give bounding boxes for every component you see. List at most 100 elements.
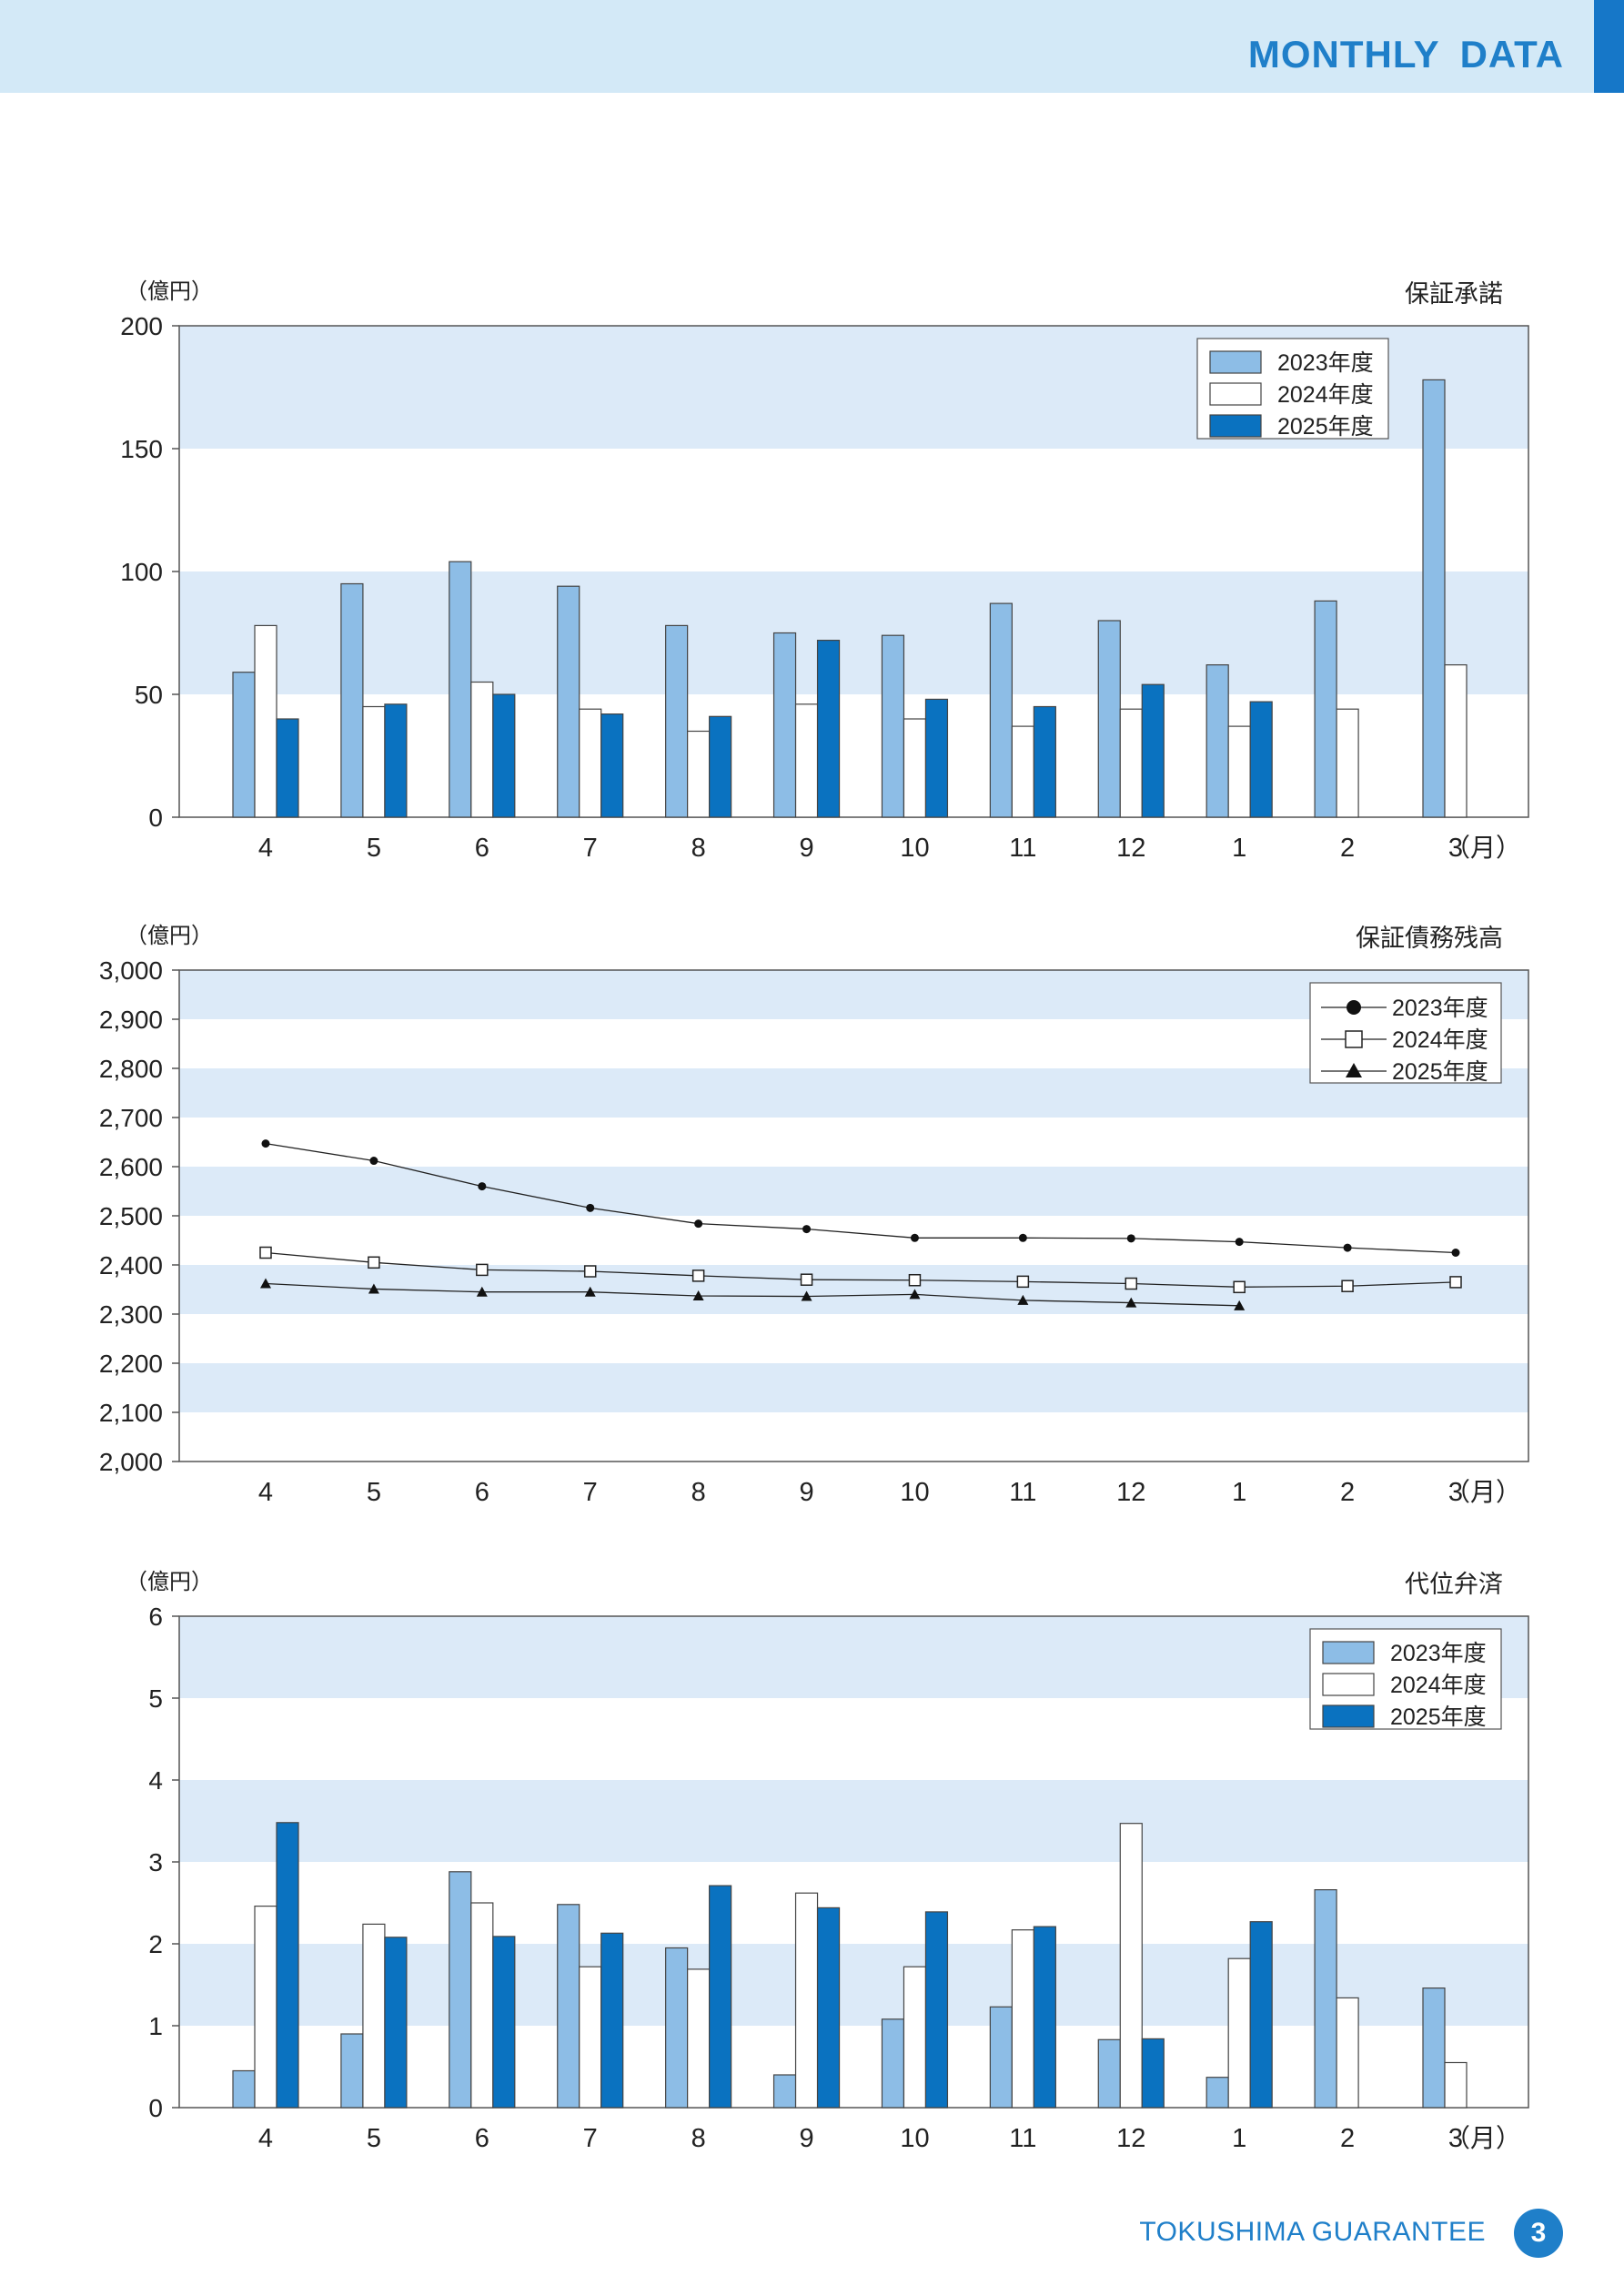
point-marker — [1125, 1297, 1137, 1308]
x-tick-label: 12 — [1116, 2124, 1145, 2153]
x-tick-label: 12 — [1116, 1478, 1145, 1507]
bar-2025年度 — [1141, 683, 1165, 818]
grid-band — [179, 1616, 1528, 1698]
grid-band — [179, 1167, 1528, 1216]
bar-2024年度 — [579, 1966, 602, 2109]
bar-2025年度 — [816, 1907, 841, 2109]
point-marker — [1451, 1249, 1460, 1257]
bar-2023年度 — [449, 1871, 472, 2109]
bar-2024年度 — [1119, 1823, 1143, 2109]
x-tick-label: 6 — [475, 834, 489, 863]
legend-box — [1309, 982, 1502, 1084]
y-tick-label: 4 — [148, 1766, 163, 1795]
legend-marker — [1346, 1063, 1362, 1077]
x-tick-label: 4 — [258, 2124, 273, 2153]
point-marker — [691, 1269, 705, 1282]
legend-swatch — [1209, 382, 1262, 406]
y-tick-label: 0 — [148, 2094, 163, 2122]
y-axis-unit-label: （億円） — [126, 1570, 213, 1594]
bar-2024年度 — [362, 1923, 386, 2109]
bar-2024年度 — [1336, 1997, 1359, 2109]
x-tick-label: 11 — [1009, 1478, 1036, 1507]
legend-swatch — [1322, 1704, 1375, 1728]
y-tick-label: 5 — [148, 1684, 163, 1713]
y-tick-label: 200 — [120, 312, 163, 340]
bar-2024年度 — [254, 1906, 277, 2109]
bar-2024年度 — [687, 730, 711, 818]
bar-2024年度 — [470, 681, 494, 818]
legend-label: 2023年度 — [1277, 350, 1374, 376]
x-tick-label: 2 — [1340, 1478, 1355, 1507]
point-marker — [694, 1219, 703, 1229]
bar-2024年度 — [687, 1968, 711, 2109]
x-tick-label: 5 — [367, 1478, 381, 1507]
y-tick-label: 100 — [120, 558, 163, 586]
bar-2023年度 — [772, 2074, 797, 2109]
x-tick-label: 5 — [367, 834, 381, 863]
y-tick-label: 2,400 — [99, 1251, 163, 1279]
x-tick-label: 2 — [1340, 834, 1355, 863]
bar-2023年度 — [1422, 1988, 1446, 2109]
bar-2023年度 — [1205, 2077, 1229, 2109]
legend-label: 2025年度 — [1390, 1704, 1487, 1730]
x-tick-label: 5 — [367, 2124, 381, 2153]
chart-title: 保証債務残高 — [1356, 925, 1503, 952]
bar-2023年度 — [232, 672, 256, 818]
point-marker — [801, 1290, 812, 1301]
grid-band — [179, 1780, 1528, 1862]
bar-2025年度 — [600, 713, 624, 818]
bar-2023年度 — [1097, 2038, 1121, 2109]
bar-2023年度 — [772, 632, 797, 818]
bar-2025年度 — [924, 698, 949, 818]
bar-2025年度 — [1249, 701, 1273, 818]
point-marker — [909, 1289, 921, 1300]
point-marker — [910, 1233, 919, 1242]
bar-2024年度 — [1011, 725, 1034, 818]
y-tick-label: 2,800 — [99, 1055, 163, 1083]
header-band — [0, 0, 1594, 93]
guarantee-balance-chart: 2,000 2,100 2,200 2,300 2,400 2,500 2,600 2,700… — [99, 924, 1529, 1507]
bar-2024年度 — [1011, 1929, 1034, 2109]
bar-2025年度 — [1033, 1926, 1056, 2109]
legend-label: 2023年度 — [1392, 996, 1488, 1021]
x-tick-label: 10 — [900, 2124, 929, 2153]
x-tick-label: 10 — [900, 1478, 929, 1507]
bar-2024年度 — [903, 718, 927, 818]
bar-2023年度 — [340, 582, 364, 818]
point-marker — [1017, 1294, 1029, 1305]
bar-2023年度 — [557, 585, 580, 818]
point-marker — [259, 1246, 272, 1259]
x-tick-label: 8 — [691, 2124, 706, 2153]
grid-band — [179, 1068, 1528, 1118]
point-marker — [1449, 1276, 1462, 1289]
y-tick-label: 2,300 — [99, 1300, 163, 1329]
bar-2024年度 — [579, 708, 602, 818]
bar-2025年度 — [600, 1932, 624, 2109]
point-marker — [584, 1286, 596, 1297]
x-tick-label: 6 — [475, 2124, 489, 2153]
x-axis-unit-label: （月） — [1445, 2124, 1521, 2152]
point-marker — [586, 1203, 595, 1212]
y-tick-label: 3,000 — [99, 956, 163, 985]
bar-2024年度 — [1444, 664, 1468, 818]
legend-label: 2024年度 — [1392, 1027, 1488, 1053]
bar-2025年度 — [816, 640, 841, 818]
bar-2025年度 — [924, 1911, 949, 2109]
bar-2023年度 — [557, 1904, 580, 2109]
y-axis-unit-label: （億円） — [126, 924, 213, 948]
x-tick-label: 7 — [583, 2124, 598, 2153]
bar-2025年度 — [1249, 1921, 1273, 2109]
bar-2023年度 — [989, 602, 1013, 818]
grid-band — [179, 571, 1528, 694]
bar-2024年度 — [1444, 2061, 1468, 2109]
bar-2024年度 — [362, 705, 386, 818]
x-tick-label: 10 — [900, 834, 929, 863]
legend-swatch — [1322, 1641, 1375, 1664]
bar-2024年度 — [794, 703, 819, 818]
footer-org-name: TOKUSHIMA GUARANTEE — [1139, 2217, 1486, 2247]
legend-swatch — [1209, 414, 1262, 438]
bar-2023年度 — [1205, 664, 1229, 818]
chart-title: 保証承諾 — [1405, 280, 1503, 308]
page-number-badge: 3 — [1514, 2209, 1563, 2258]
